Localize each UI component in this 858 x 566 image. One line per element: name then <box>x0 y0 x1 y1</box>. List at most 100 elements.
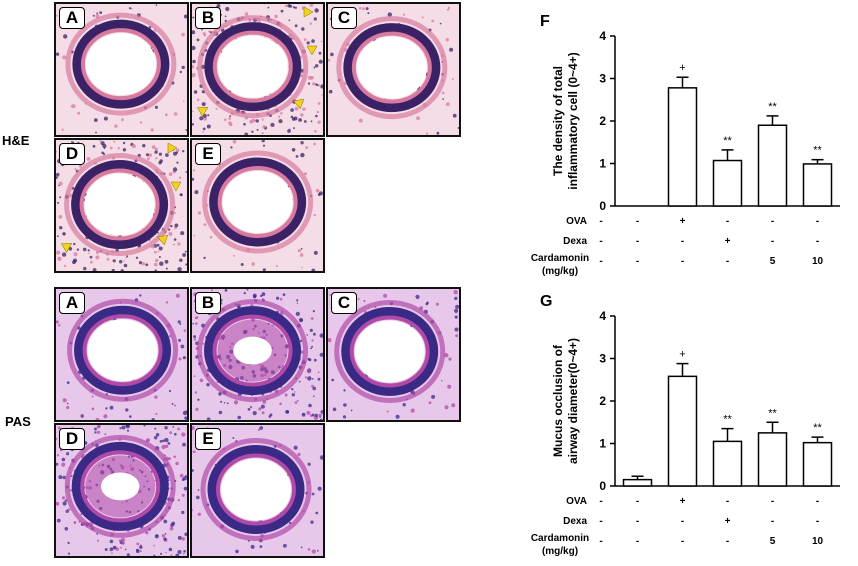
cell-dot <box>114 124 118 128</box>
cell-dot <box>274 14 278 19</box>
cell-dot <box>197 211 202 215</box>
cell-dot <box>318 51 322 55</box>
cell-dot <box>164 437 169 443</box>
cell-dot <box>447 6 451 10</box>
cell-dot <box>126 553 130 556</box>
cell-dot <box>319 352 323 357</box>
cell-dot <box>185 263 187 266</box>
cell-dot <box>177 498 180 502</box>
cell-dot <box>91 407 95 411</box>
cell-dot <box>320 84 323 89</box>
cell-dot <box>280 112 283 115</box>
cell-dot <box>61 128 64 131</box>
epithelium-ring <box>341 306 439 396</box>
cell-dot <box>304 376 307 379</box>
cell-dot <box>288 19 291 22</box>
treatment-cell: + <box>725 236 731 247</box>
cell-dot <box>261 140 265 143</box>
cell-dot <box>362 7 365 11</box>
cell-dot <box>257 428 261 431</box>
cell-dot <box>298 317 304 323</box>
cell-dot <box>145 153 149 157</box>
micrograph-image <box>56 289 187 420</box>
cell-dot <box>444 405 449 410</box>
cell-dot <box>66 405 70 410</box>
cell-dot <box>268 415 272 418</box>
cell-dot <box>123 260 125 262</box>
cell-dot <box>183 14 187 19</box>
cell-dot <box>159 261 164 266</box>
cell-dot <box>67 541 70 545</box>
epithelium-ring <box>343 23 441 113</box>
yellow-arrow-icon <box>167 142 178 154</box>
cell-dot <box>95 255 100 260</box>
cell-dot <box>59 226 63 230</box>
smooth-muscle-ring <box>200 437 312 541</box>
cell-dot <box>294 106 299 111</box>
cell-dot <box>192 469 194 472</box>
chart-f-y-axis-label: The density of totalinflammatory cell (0… <box>551 52 580 189</box>
cell-dot <box>64 499 68 502</box>
cell-dot <box>62 501 67 506</box>
cell-dot <box>270 122 275 127</box>
cell-dot <box>192 30 196 35</box>
cell-dot <box>237 415 241 420</box>
cell-dot <box>308 403 312 408</box>
cell-dot <box>56 250 61 255</box>
cell-dot <box>416 116 420 120</box>
cell-dot <box>165 301 169 304</box>
cell-dot <box>317 84 321 87</box>
y-axis-label-line: Mucus occlusion of <box>551 344 565 457</box>
he-panel-d: D <box>54 138 189 273</box>
treatment-cell: - <box>816 236 819 247</box>
airway-lumen <box>222 170 293 233</box>
cell-dot <box>209 236 213 239</box>
cell-dot <box>120 269 124 271</box>
cell-dot <box>256 128 259 131</box>
treatment-cell: - <box>636 496 639 507</box>
cell-dot <box>284 4 288 8</box>
epithelium-inner-ring <box>349 315 430 388</box>
epithelium-ring <box>209 157 307 247</box>
cell-dot <box>80 414 84 418</box>
cell-dot <box>156 243 160 247</box>
cell-dot <box>181 65 185 70</box>
cell-dot <box>299 339 303 343</box>
cell-dot <box>173 455 176 459</box>
cell-dot <box>192 169 196 172</box>
cell-dot <box>279 402 282 405</box>
cell-dot <box>201 28 203 31</box>
cell-dot <box>136 548 139 552</box>
cell-dot <box>139 121 143 124</box>
cell-dot <box>141 262 146 266</box>
cell-dot <box>436 131 440 135</box>
cell-dot <box>181 432 186 437</box>
cell-dot <box>451 403 456 408</box>
cell-dot <box>302 412 305 415</box>
treatment-cell: - <box>636 216 639 227</box>
micrograph-image <box>192 425 323 556</box>
cell-dot <box>300 546 303 549</box>
cell-dot <box>210 289 213 292</box>
cell-dot <box>315 188 320 193</box>
cell-dot <box>112 545 117 550</box>
cell-dot <box>129 415 132 418</box>
cell-dot <box>301 27 305 31</box>
cell-dot <box>307 376 312 381</box>
cell-dot <box>300 113 304 117</box>
cell-dot <box>61 252 67 257</box>
treatment-label: Dexa <box>563 516 587 527</box>
epithelium-ring <box>207 444 305 534</box>
cell-dot <box>148 153 152 157</box>
airway-lumen <box>87 319 158 382</box>
cell-dot <box>111 268 115 271</box>
cell-dot <box>153 554 156 556</box>
cell-dot <box>83 266 87 271</box>
cell-dot <box>169 526 174 531</box>
cell-dot <box>128 7 132 10</box>
cell-dot <box>358 7 362 10</box>
treatment-label: Dexa <box>563 236 587 247</box>
cell-dot <box>184 532 187 537</box>
chart-f: F The density of totalinflammatory cell (… <box>470 0 856 280</box>
cell-dot <box>57 201 60 204</box>
